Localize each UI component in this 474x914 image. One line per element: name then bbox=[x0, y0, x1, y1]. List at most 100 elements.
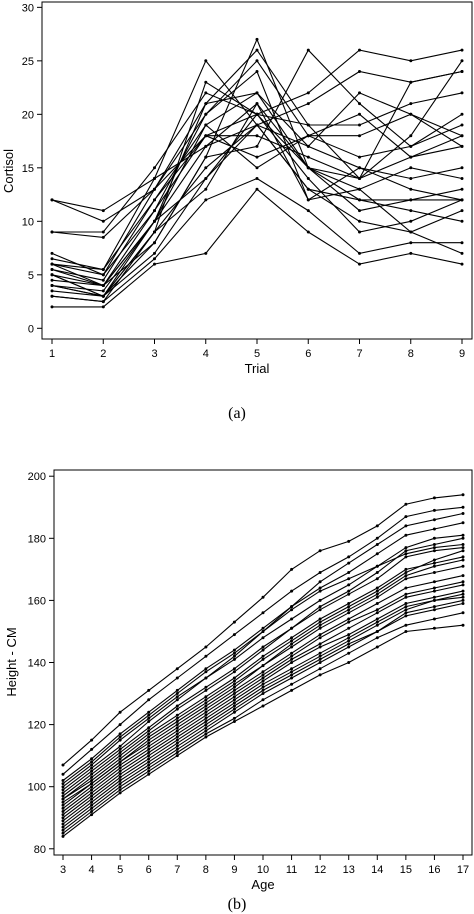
panel-b-x-tick-label: 7 bbox=[174, 864, 180, 876]
panel-b-data-point bbox=[404, 586, 408, 590]
panel-a-data-point bbox=[358, 155, 361, 159]
panel-b-data-point bbox=[318, 657, 322, 661]
panel-a-data-point bbox=[204, 59, 208, 63]
panel-a-series-line-1 bbox=[52, 188, 463, 308]
panel-b-data-point bbox=[261, 692, 265, 695]
panel-b-data-point bbox=[90, 757, 94, 761]
panel-b-data-point bbox=[118, 710, 122, 714]
panel-b-data-point bbox=[290, 645, 294, 649]
panel-b-x-tick-label: 4 bbox=[89, 864, 95, 876]
panel-a-data-point bbox=[306, 155, 310, 159]
panel-b-data-point bbox=[318, 623, 322, 627]
panel-a-data-point bbox=[101, 230, 105, 234]
panel-b-data-point bbox=[261, 704, 265, 708]
panel-b-data-point bbox=[175, 751, 179, 754]
panel-a-data-point bbox=[306, 166, 310, 170]
panel-a-data-point bbox=[306, 123, 310, 127]
panel-b-data-point bbox=[318, 654, 322, 658]
panel-a-data-point bbox=[409, 187, 413, 191]
panel-b-data-point bbox=[404, 623, 408, 627]
panel-b-data-point bbox=[204, 704, 208, 708]
panel-b-data-point bbox=[461, 611, 465, 615]
panel-b-data-point bbox=[147, 744, 151, 748]
panel-b-data-point bbox=[347, 608, 351, 612]
panel-a-series-group bbox=[50, 37, 464, 309]
panel-a-series-line-18 bbox=[51, 92, 463, 271]
panel-b-y-tick-label: 80 bbox=[34, 844, 46, 856]
panel-b-x-tick-label: 3 bbox=[60, 864, 66, 876]
panel-b-data-point bbox=[204, 716, 208, 720]
panel-a-data-point bbox=[409, 209, 413, 213]
panel-b-data-point bbox=[261, 657, 265, 661]
panel-b-data-point bbox=[147, 763, 151, 767]
panel-b-x-axis-title: Age bbox=[251, 877, 274, 892]
panel-b-data-point bbox=[147, 698, 151, 702]
panel-b-data-point bbox=[61, 825, 65, 829]
panel-b-x-tick-label: 9 bbox=[231, 864, 237, 876]
panel-b-data-point bbox=[204, 685, 208, 689]
panel-a-data-point bbox=[50, 257, 54, 261]
panel-b-data-point bbox=[175, 692, 179, 695]
panel-b-data-point bbox=[375, 630, 379, 633]
panel-a-data-point bbox=[204, 155, 208, 159]
panel-b-data-point bbox=[61, 788, 65, 792]
panel-b-data-point bbox=[318, 667, 322, 671]
panel-b-data-point bbox=[404, 611, 408, 615]
panel-a-data-point bbox=[460, 112, 464, 116]
panel-b-data-point bbox=[432, 595, 436, 599]
panel-b-data-point bbox=[347, 589, 351, 593]
panel-a-data-point bbox=[460, 251, 464, 255]
panel-b-data-point bbox=[347, 561, 351, 565]
panel-a-data-point bbox=[306, 187, 310, 191]
panel-b-data-point bbox=[404, 577, 408, 581]
panel-a-data-point bbox=[409, 166, 413, 170]
panel-b-data-point bbox=[261, 611, 265, 615]
panel-b-data-point bbox=[232, 676, 236, 680]
panel-b-data-point bbox=[204, 729, 208, 733]
panel-b-data-point bbox=[318, 651, 322, 655]
panel-a-data-point bbox=[101, 305, 105, 309]
panel-b-data-point bbox=[232, 716, 236, 720]
panel-b-data-point bbox=[118, 744, 122, 748]
panel-b-data-point bbox=[318, 608, 322, 612]
panel-b-data-point bbox=[204, 713, 208, 717]
panel-b-data-point bbox=[432, 608, 436, 612]
panel-b-data-point bbox=[204, 654, 208, 658]
panel-b-data-point bbox=[61, 828, 65, 832]
panel-b-data-point bbox=[461, 536, 465, 540]
panel-b-series-line-3 bbox=[62, 522, 464, 781]
panel-b-data-point bbox=[375, 577, 379, 581]
panel-b-data-point bbox=[61, 822, 65, 826]
panel-b-data-point bbox=[461, 592, 465, 596]
panel-b-data-point bbox=[261, 688, 265, 692]
panel-b-data-point bbox=[232, 679, 236, 683]
panel-b-data-point bbox=[147, 688, 151, 692]
panel-b-data-point bbox=[432, 527, 436, 531]
panel-b-data-point bbox=[261, 698, 265, 702]
panel-a-data-point bbox=[101, 209, 105, 213]
panel-b-x-tick-label: 5 bbox=[117, 864, 123, 876]
panel-b-data-point bbox=[204, 688, 208, 692]
panel-a-data-point bbox=[460, 70, 464, 73]
panel-a-data-point bbox=[409, 241, 413, 245]
panel-a-x-tick-label: 6 bbox=[305, 348, 311, 360]
panel-b-data-point bbox=[404, 502, 408, 506]
panel-b-data-point bbox=[90, 797, 94, 801]
panel-b-data-point bbox=[147, 757, 151, 761]
panel-b-x-tick-label: 17 bbox=[457, 864, 469, 876]
panel-b-data-point bbox=[404, 595, 408, 599]
panel-b-data-point bbox=[461, 583, 465, 587]
panel-a-data-point bbox=[255, 166, 259, 170]
panel-b-data-point bbox=[318, 586, 322, 590]
panel-b-data-point bbox=[147, 772, 151, 776]
panel-b-series-group bbox=[61, 493, 465, 838]
panel-b-y-tick-label: 200 bbox=[28, 471, 46, 483]
panel-b-data-point bbox=[232, 633, 236, 637]
panel-b-data-point bbox=[204, 701, 208, 705]
panel-b-data-point bbox=[404, 592, 408, 596]
panel-a-data-point bbox=[358, 230, 361, 234]
panel-b-data-point bbox=[261, 664, 265, 668]
panel-b-data-point bbox=[175, 723, 179, 727]
panel-a-data-point bbox=[460, 198, 464, 202]
panel-b-data-point bbox=[90, 775, 94, 779]
